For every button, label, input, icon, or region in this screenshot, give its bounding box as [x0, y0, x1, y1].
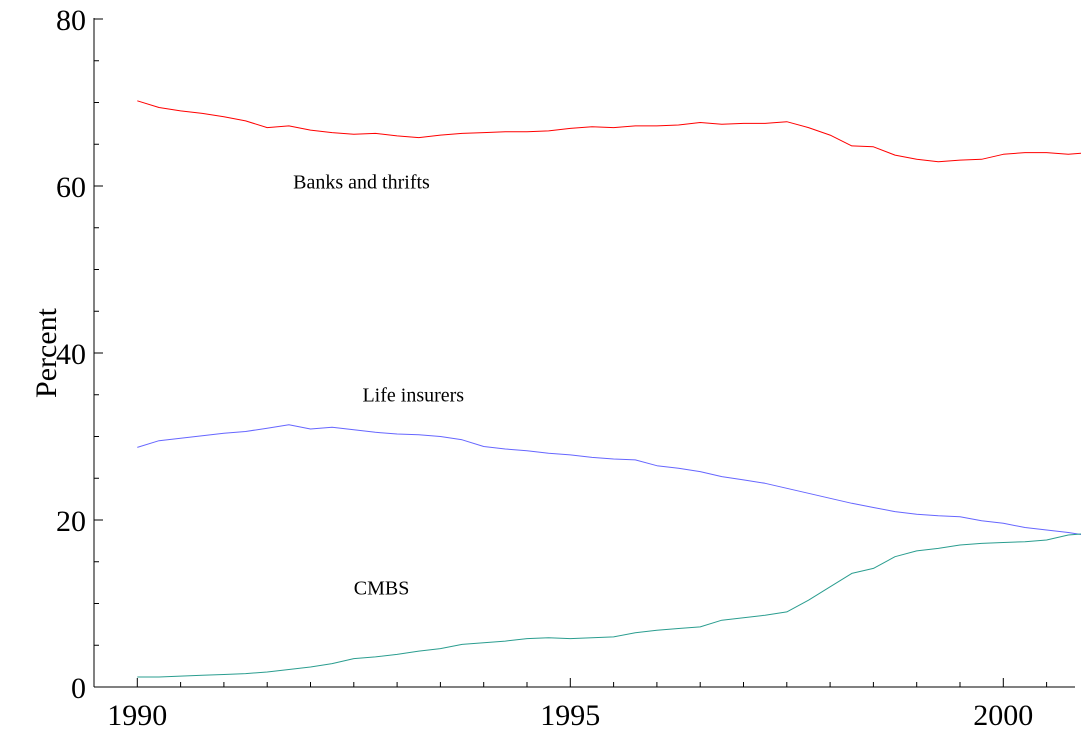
y-tick-label: 0: [71, 672, 86, 705]
x-ticks: 19901995200020052010: [107, 678, 1048, 732]
annotations: Banks and thrifts Life insurers CMBS: [293, 172, 464, 600]
annotation-cmbs: CMBS: [354, 577, 410, 599]
y-tick-label: 80: [56, 4, 86, 37]
x-tick-label: 1995: [540, 699, 600, 732]
y-axis-title: Percent: [30, 307, 63, 398]
series-line-life-insurers: [137, 424, 1081, 536]
y-tick-label: 20: [56, 505, 86, 538]
x-tick-label: 2000: [973, 699, 1033, 732]
series-group: [137, 100, 1081, 678]
x-tick-label: 1990: [107, 699, 167, 732]
series-line-banks-and-thrifts: [137, 100, 1081, 163]
y-tick-label: 40: [56, 338, 86, 371]
y-tick-label: 60: [56, 171, 86, 204]
axes: [93, 18, 1075, 688]
annotation-banks-and-thrifts: Banks and thrifts: [293, 172, 430, 194]
annotation-life-insurers: Life insurers: [362, 384, 464, 406]
series-line-cmbs: [137, 533, 1081, 678]
y-ticks: 0 20 40 60 80: [56, 4, 103, 705]
